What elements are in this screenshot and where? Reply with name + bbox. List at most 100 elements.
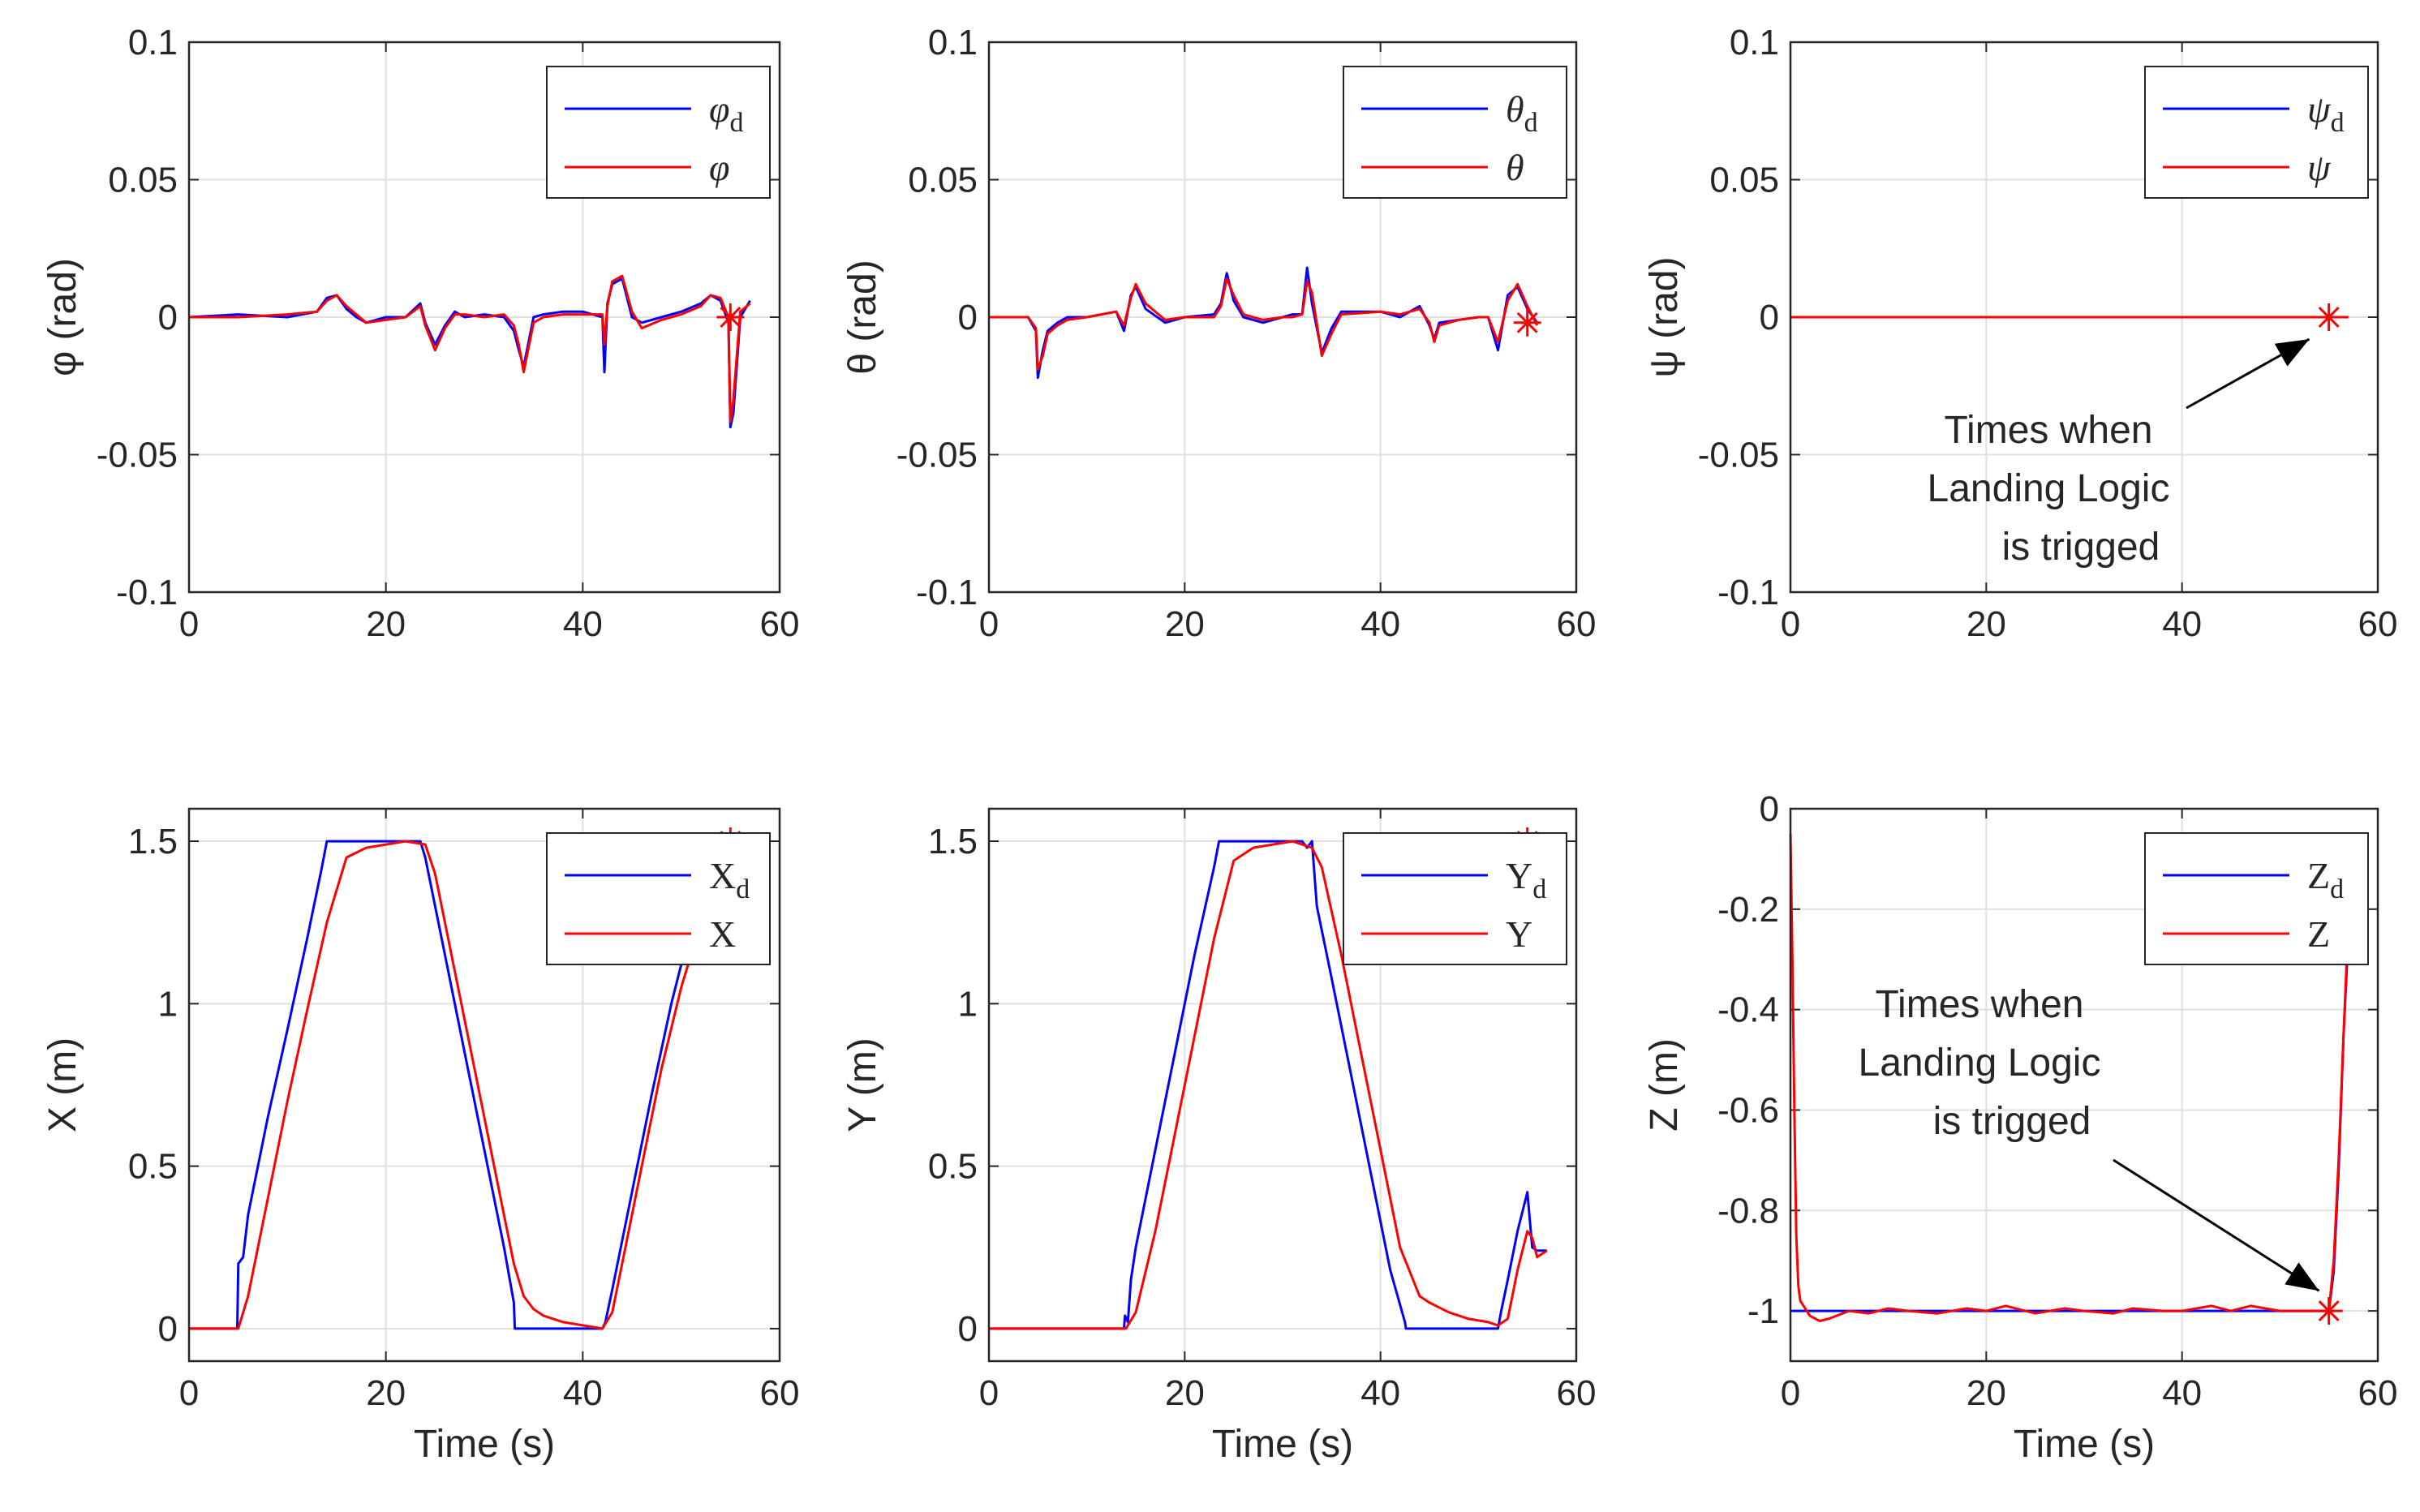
legend-label-sub: d	[729, 108, 743, 138]
y-axis-label: X (m)	[41, 1037, 84, 1132]
axes-border	[187, 41, 781, 594]
annotation-text: is trigged	[2002, 526, 2160, 569]
y-axis-label: Y (m)	[841, 1037, 884, 1132]
y-tick-label: -1	[1747, 1291, 1779, 1331]
axes-border	[987, 807, 1578, 1363]
legend-label: X	[709, 913, 736, 955]
series-line-actual	[189, 834, 732, 1330]
landing-marker	[2315, 303, 2343, 331]
x-tick-label: 40	[2162, 1373, 2202, 1413]
legend-box	[2144, 832, 2369, 965]
marker-stroke	[2318, 1300, 2340, 1322]
landing-marker	[1513, 308, 1541, 337]
legend-label-base: φ	[709, 88, 729, 130]
legend-label: φ	[709, 147, 729, 188]
legend-label-sub: d	[2331, 108, 2345, 138]
x-tick-label: 40	[563, 604, 603, 644]
legend-label-base: θ	[1506, 147, 1524, 188]
series-line-actual	[989, 277, 1539, 371]
y-tick-label: 0.05	[1709, 161, 1779, 200]
legend-label: Y	[1506, 913, 1532, 955]
legend-label: Yd	[1506, 855, 1546, 904]
legend-label-base: φ	[709, 147, 729, 188]
y-tick-label: -0.1	[916, 573, 978, 612]
legend: ZdZ	[2144, 832, 2369, 965]
x-tick-label: 20	[1165, 1373, 1205, 1413]
annotation-text: Times when	[1876, 983, 2084, 1026]
annotation-arrow-head	[2274, 339, 2310, 367]
legend-label: ψ	[2307, 147, 2332, 188]
x-axis-label: Time (s)	[414, 1423, 555, 1466]
y-tick-label: -0.05	[1698, 436, 1779, 475]
y-tick-label: 0	[958, 298, 978, 337]
legend-label-base: X	[709, 855, 736, 896]
x-tick-label: 0	[1781, 1373, 1800, 1413]
y-tick-label: 0.5	[928, 1147, 978, 1187]
marker-stroke	[720, 307, 741, 328]
y-tick-label: -0.05	[896, 436, 978, 475]
legend-label-base: Y	[1506, 913, 1532, 955]
y-tick-label: 0.1	[1730, 23, 1779, 62]
axes-border	[187, 807, 781, 1363]
marker-stroke	[1516, 311, 1538, 333]
x-axis-label: Time (s)	[1212, 1423, 1353, 1466]
legend-label: φd	[709, 88, 743, 138]
legend-label-base: ψ	[2307, 88, 2332, 130]
y-axis-label: θ (rad)	[841, 260, 884, 374]
y-tick-label: -0.1	[1717, 573, 1779, 612]
series-line-desired	[189, 834, 732, 1330]
legend-box	[1343, 66, 1567, 199]
x-tick-label: 20	[366, 1373, 406, 1413]
legend-label-sub: d	[2330, 874, 2344, 904]
legend-label: Z	[2307, 913, 2330, 955]
x-tick-label: 60	[1557, 1373, 1597, 1413]
legend-label: θ	[1506, 147, 1524, 188]
x-tick-label: 20	[1967, 1373, 2006, 1413]
legend-label: Xd	[709, 855, 750, 904]
x-tick-label: 20	[1165, 604, 1205, 644]
legend-box	[1343, 832, 1567, 965]
y-tick-label: 0.05	[908, 161, 978, 200]
y-axis-label: ψ (rad)	[1643, 257, 1686, 378]
x-tick-label: 60	[760, 604, 800, 644]
legend-box	[546, 66, 771, 199]
y-tick-label: 0	[1760, 298, 1779, 337]
x-tick-label: 40	[1360, 604, 1400, 644]
annotation-arrow-head	[2285, 1262, 2319, 1291]
x-tick-label: 60	[2358, 1373, 2398, 1413]
annotation-text: is trigged	[1933, 1100, 2091, 1143]
legend-label-sub: d	[1532, 874, 1546, 904]
axes-border	[1789, 807, 2379, 1363]
x-tick-label: 60	[1557, 604, 1597, 644]
y-tick-label: 0	[1760, 789, 1779, 829]
y-tick-label: 0.1	[128, 23, 178, 62]
legend-box	[546, 832, 771, 965]
x-tick-label: 60	[760, 1373, 800, 1413]
series-line-actual	[1789, 833, 2350, 1322]
x-tick-label: 0	[179, 1373, 199, 1413]
x-tick-label: 0	[979, 604, 999, 644]
y-axis-label: φ (rad)	[41, 258, 84, 376]
legend: φdφ	[546, 66, 771, 199]
y-tick-label: 1	[958, 984, 978, 1024]
axes-border	[987, 41, 1578, 594]
legend-label-sub: d	[1524, 108, 1538, 138]
annotation-arrow-shaft	[2113, 1158, 2320, 1292]
x-tick-label: 60	[2358, 604, 2398, 644]
axes-border	[1789, 41, 2379, 594]
x-axis-label: Time (s)	[2014, 1423, 2155, 1466]
annotation-text: Landing Logic	[1859, 1042, 2101, 1085]
x-tick-label: 0	[979, 1373, 999, 1413]
legend-label: ψd	[2307, 88, 2345, 138]
y-tick-label: -0.8	[1717, 1191, 1779, 1231]
legend-box	[2144, 66, 2369, 199]
x-tick-label: 40	[563, 1373, 603, 1413]
y-tick-label: 0.1	[928, 23, 978, 62]
marker-stroke	[2318, 307, 2340, 328]
y-tick-label: -0.4	[1717, 990, 1779, 1030]
y-tick-label: -0.2	[1717, 890, 1779, 930]
